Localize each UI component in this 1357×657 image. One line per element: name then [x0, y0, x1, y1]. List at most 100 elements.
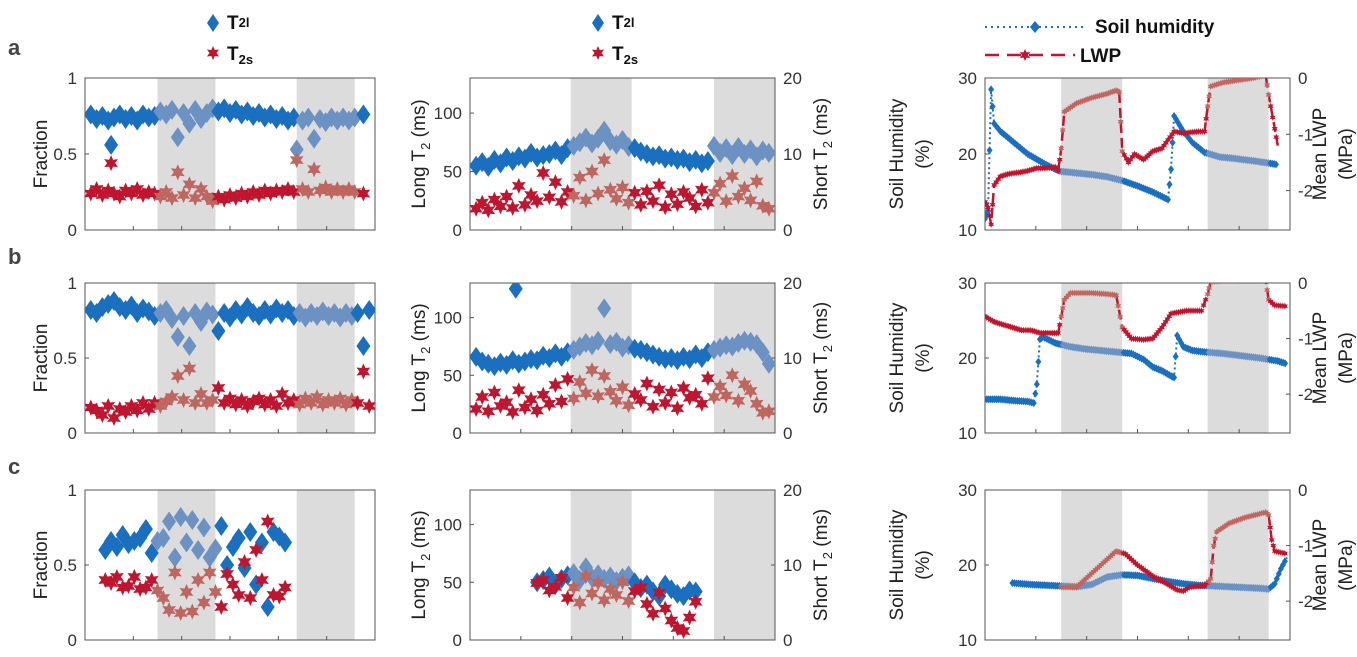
point-t2s-27	[633, 196, 648, 213]
point-t2s-33	[670, 400, 685, 417]
lwp-marker	[1253, 283, 1254, 284]
point-t2s-6	[118, 404, 133, 420]
lwp-marker	[1117, 313, 1124, 321]
point-t2s-21	[220, 566, 234, 582]
lwp-marker	[1160, 142, 1167, 150]
point-t2s-34	[676, 184, 691, 200]
lwp-marker	[1202, 296, 1209, 304]
point-t2l-26	[688, 581, 703, 602]
point-t2l-10	[156, 528, 171, 548]
point-t2s-3	[115, 579, 130, 596]
point-t2s-7	[572, 594, 587, 611]
shaded-band-1	[157, 490, 216, 640]
soil-humidity-marker	[1035, 357, 1042, 366]
lwp-marker	[1220, 283, 1222, 285]
point-t2s-15	[185, 603, 200, 620]
y-tick-label: 20	[958, 349, 977, 368]
legend-t2: T2l T2s	[591, 13, 638, 67]
point-t2s-37	[694, 181, 709, 198]
y-tick-label: 100	[434, 104, 462, 123]
point-t2l-15	[170, 327, 185, 347]
lwp-marker	[1055, 167, 1062, 175]
lwp-marker	[1157, 326, 1164, 334]
y-axis-label: Long T2 (ms)	[409, 303, 433, 412]
lwp-marker	[1059, 126, 1066, 134]
lwp-marker	[1162, 318, 1169, 326]
lwp-marker	[1265, 296, 1272, 304]
lwp-marker	[1098, 290, 1105, 298]
y-tick-label: 10	[958, 221, 977, 240]
lwp-marker	[1201, 128, 1208, 135]
shaded-band-1	[1061, 283, 1123, 433]
lwp-marker	[1055, 329, 1062, 337]
point-t2l-0	[85, 104, 98, 125]
lwp-marker	[1024, 326, 1031, 334]
chart-c-soil_lwp: 10 20 30 -2 -1 0 Soil Humidity (%) Mean LWP (MPa)	[887, 481, 1357, 650]
lwp-marker	[1071, 583, 1078, 591]
lwp-marker	[1079, 578, 1086, 586]
point-t2s-28	[640, 183, 654, 200]
point-t2s-44	[737, 376, 752, 393]
point-t2s-14	[159, 184, 174, 200]
point-t2s-8	[144, 572, 159, 588]
lwp-marker	[1201, 582, 1208, 590]
point-t2s-15	[560, 371, 575, 387]
lwp-marker	[1185, 307, 1192, 315]
point-t2s-46	[350, 395, 365, 411]
point-t2s-12	[153, 398, 168, 414]
soil-humidity-marker	[1171, 373, 1178, 382]
lwp-marker	[1256, 78, 1263, 81]
lwp-marker	[1209, 283, 1216, 286]
point-t2l-0	[470, 155, 484, 176]
point-t2s-21	[205, 392, 220, 408]
legend-soil-marker	[1030, 21, 1040, 33]
point-t2l-11	[162, 511, 177, 532]
point-t2s-22	[603, 383, 618, 400]
panel-letter-c: c	[8, 454, 20, 479]
point-t2l-14	[179, 532, 194, 553]
lwp-marker	[1176, 586, 1183, 594]
point-t2s-1	[475, 389, 490, 405]
lwp-marker	[1140, 156, 1147, 164]
lwp-marker	[1116, 88, 1123, 96]
point-t2s-27	[633, 392, 648, 408]
point-t2s-31	[278, 579, 292, 596]
point-t2s-9	[150, 582, 165, 599]
soil-humidity-marker	[988, 85, 995, 94]
shaded-band-1	[1061, 78, 1123, 230]
point-t2l-19	[208, 538, 223, 559]
legend-lwp-label: LWP	[1080, 46, 1121, 67]
point-t2s-0	[470, 200, 483, 217]
lwp-marker	[1265, 283, 1266, 284]
point-t2s-22	[211, 380, 226, 396]
soil-humidity-marker	[1282, 359, 1289, 368]
point-t2s-11	[141, 184, 156, 200]
lwp-marker	[1111, 549, 1118, 557]
point-t2l-48	[761, 142, 775, 163]
point-t2l-0	[470, 346, 484, 367]
point-t2s-48	[356, 185, 371, 202]
point-t2s-47	[755, 404, 770, 421]
lwp-marker	[1236, 283, 1237, 284]
lwp-marker	[1132, 559, 1139, 567]
point-t2s-8	[518, 196, 532, 213]
point-t2s-24	[615, 179, 630, 196]
point-t2s-33	[275, 386, 290, 402]
soil-humidity-marker	[1272, 160, 1279, 169]
lwp-marker	[1088, 289, 1095, 297]
point-t2s-22	[664, 612, 679, 629]
lwp-marker	[1067, 583, 1074, 591]
point-t2s-31	[658, 395, 673, 411]
point-t2l-12	[167, 547, 182, 568]
lwp-marker	[1187, 307, 1194, 315]
point-t2s-40	[315, 396, 330, 413]
point-t2s-36	[292, 396, 307, 413]
lwp-marker	[993, 178, 1000, 186]
point-t2s-29	[646, 193, 660, 210]
point-t2s-47	[356, 363, 371, 380]
point-t2s-43	[333, 390, 348, 407]
lwp-marker	[1061, 296, 1068, 304]
point-t2s-38	[304, 395, 319, 411]
soil-humidity-marker	[1168, 165, 1175, 174]
lwp-marker	[1073, 583, 1080, 591]
